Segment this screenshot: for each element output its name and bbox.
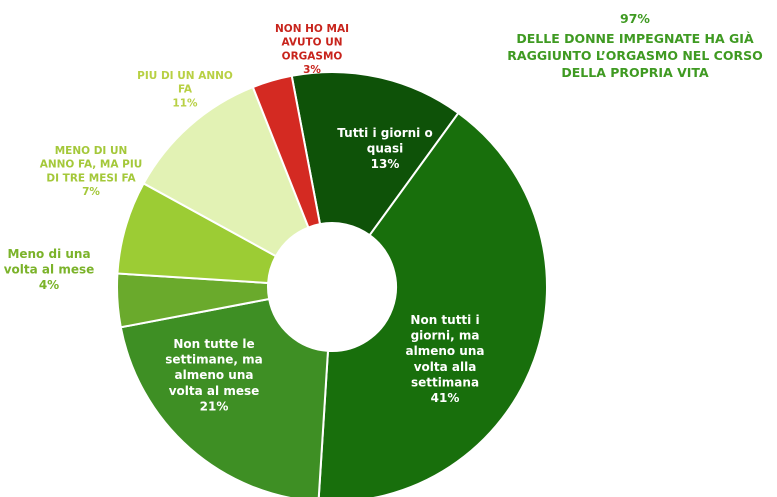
slice-label: MENO DI UN ANNO FA, MA PIU DI TRE MESI FA 7… <box>40 145 143 198</box>
slice-label: Non tutte le settimane, ma almeno una volta… <box>165 337 263 413</box>
donut-slice <box>251 74 322 229</box>
slice-label: Tutti i giorni o quasi 13%Tutti i giorni o… <box>337 126 432 171</box>
slice-label: PIU DI UN ANNO FA 11%PIU DI UN ANNO FA 11% <box>137 70 233 109</box>
donut-slice <box>317 111 548 497</box>
headline: 97% DELLE DONNE IMPEGNATE HA GIÀ RAGGIUN… <box>500 10 770 81</box>
slice-label: Non tutti i giorni, ma almeno una volta all… <box>405 313 484 405</box>
donut-slice <box>119 297 330 497</box>
donut-slices <box>116 71 548 497</box>
headline-percent: 97% <box>620 11 650 26</box>
slice-labels: Tutti i giorni o quasi 13%Tutti i giorni o… <box>4 23 485 413</box>
donut-slice <box>290 71 460 237</box>
slice-label: NON HO MAI AVUTO UN ORGASMO 3%NON HO MAI AV… <box>275 23 349 76</box>
donut-slice <box>142 85 310 258</box>
headline-text: DELLE DONNE IMPEGNATE HA GIÀ RAGGIUNTO L… <box>507 31 763 80</box>
slice-label: Meno di una volta al mese 4%Meno di una vo… <box>4 247 95 292</box>
